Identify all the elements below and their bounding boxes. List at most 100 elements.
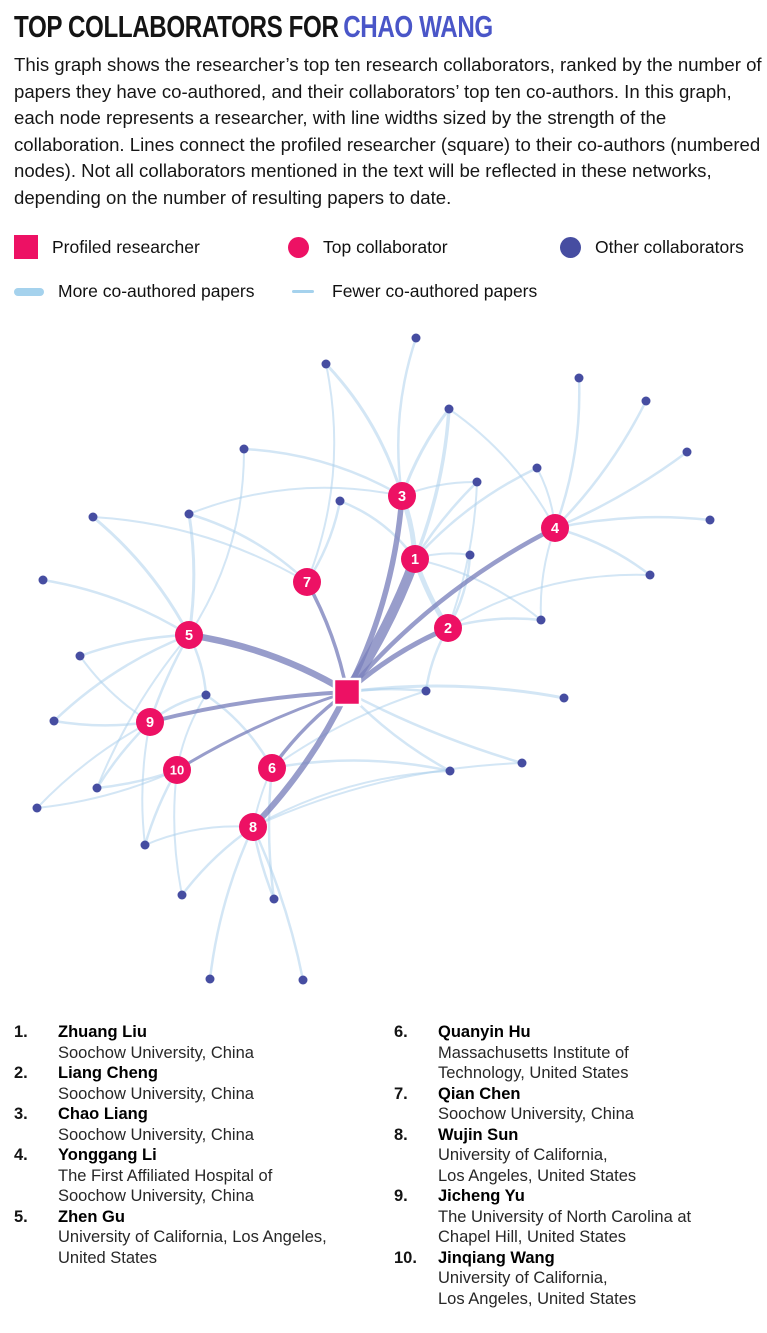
other-collaborator-node — [88, 512, 98, 522]
collaboration-edge — [345, 690, 524, 765]
top-collaborator-circle — [541, 514, 569, 542]
other-collaborator-node — [75, 651, 85, 661]
collaborator-affiliation: University of California, Los Angeles, U… — [438, 1269, 637, 1308]
collaborator-list: 1. Zhuang Liu Soochow University, China 2. L… — [0, 996, 767, 1309]
top-collaborator-circle — [388, 482, 416, 510]
profiled-researcher-node — [332, 677, 362, 707]
rank-number: 1. — [14, 1023, 28, 1041]
top-collaborator-node-6: 6 — [258, 754, 286, 782]
node-rank-label: 5 — [185, 628, 193, 644]
strong-collaboration-edge — [185, 631, 351, 696]
strong-collaboration-edge — [175, 690, 349, 772]
other-collaborator-node — [705, 515, 715, 525]
other-collaborator-node — [205, 974, 215, 984]
legend-label: Top collaborator — [323, 236, 448, 257]
collaboration-edge — [78, 633, 191, 658]
collaboration-edge — [553, 450, 689, 530]
top-collaborator-circle — [239, 813, 267, 841]
list-item: 5. Zhen Gu University of California, Los A… — [14, 1207, 394, 1269]
collaboration-edge — [413, 407, 451, 561]
rank-number: 9. — [394, 1187, 408, 1205]
other-collaborator-node — [92, 783, 102, 793]
other-collaborator-node — [298, 975, 308, 985]
other-collaborator-node — [239, 444, 249, 454]
title-prefix: TOP COLLABORATORS FOR — [14, 9, 339, 44]
collaborator-name: Quanyin Hu — [438, 1023, 531, 1041]
other-collaborator-node — [559, 693, 569, 703]
top-collaborator-node-9: 9 — [136, 708, 164, 736]
list-item: 2. Liang Cheng Soochow University, China — [14, 1063, 394, 1104]
legend: Profiled researcher Top collaborator Oth… — [0, 211, 767, 302]
legend-label: More co-authored papers — [58, 281, 255, 301]
collaboration-edge — [267, 766, 276, 901]
collaboration-edge — [92, 516, 308, 583]
legend-profiled-researcher: Profiled researcher — [14, 235, 288, 259]
other-collaborator-node — [177, 890, 187, 900]
collaboration-network-graph: 1 2 3 4 5 6 7 8 9 10 — [32, 333, 715, 985]
collaboration-edge — [187, 512, 309, 584]
other-collaborator-node — [574, 373, 584, 383]
collaborator-affiliation: Soochow University, China — [58, 1043, 254, 1062]
collaborator-affiliation: Massachusetts Institute of Technology, U… — [438, 1043, 629, 1083]
collaborator-list-right-column: 6. Quanyin Hu Massachusetts Institute of T… — [394, 1022, 753, 1309]
rank-number: 3. — [14, 1105, 28, 1123]
node-rank-label: 7 — [303, 575, 311, 591]
other-collaborator-node — [321, 359, 331, 369]
top-collaborator-circle — [136, 708, 164, 736]
collaboration-edge — [400, 407, 451, 498]
collaboration-edge — [41, 578, 191, 637]
node-rank-label: 6 — [268, 761, 276, 777]
collaborator-list-left-column: 1. Zhuang Liu Soochow University, China 2. L… — [14, 1022, 394, 1309]
top-collaborator-circle-icon — [288, 236, 309, 258]
node-rank-label: 10 — [170, 763, 184, 778]
collaboration-edge — [36, 721, 151, 809]
collaborator-name: Liang Cheng — [58, 1064, 158, 1082]
other-collaborator-node — [641, 396, 651, 406]
collaborator-affiliation: Soochow University, China — [58, 1084, 254, 1103]
top-collaborator-circle — [401, 545, 429, 573]
collaboration-edge — [448, 408, 556, 529]
list-item: 7. Qian Chen Soochow University, China — [394, 1084, 753, 1125]
collaborator-name: Wujin Sun — [438, 1125, 519, 1144]
collaboration-edge — [91, 515, 191, 637]
node-rank-label: 1 — [411, 552, 419, 568]
collaboration-edge — [553, 515, 712, 530]
page-title: TOP COLLABORATORS FOR CHAO WANG — [14, 10, 753, 44]
collaborator-name: Jicheng Yu — [438, 1187, 525, 1205]
legend-more-papers: More co-authored papers — [14, 281, 288, 302]
collaboration-edge — [447, 573, 651, 629]
collaboration-edge — [144, 825, 254, 846]
legend-row-lines: More co-authored papers Fewer co-authore… — [14, 281, 753, 302]
list-item: 1. Zhuang Liu Soochow University, China — [14, 1022, 394, 1063]
collaboration-edge — [345, 684, 566, 700]
top-collaborator-circle — [175, 621, 203, 649]
list-item: 4. Yonggang Li The First Affiliated Hospit… — [14, 1145, 394, 1207]
node-rank-label: 4 — [551, 521, 559, 537]
other-collaborator-node — [184, 509, 194, 519]
other-collaborator-node — [536, 615, 546, 625]
rank-number: 10. — [394, 1248, 417, 1267]
top-collaborator-node-5: 5 — [175, 621, 203, 649]
collaborator-name: Chao Liang — [58, 1105, 148, 1123]
legend-label: Fewer co-authored papers — [332, 281, 538, 301]
other-collaborator-node — [445, 766, 455, 776]
top-collaborator-node-3: 3 — [388, 482, 416, 510]
top-collaborator-node-8: 8 — [239, 813, 267, 841]
top-collaborator-node-2: 2 — [434, 614, 462, 642]
node-rank-label: 9 — [146, 715, 154, 731]
rank-number: 8. — [394, 1125, 408, 1144]
profiled-researcher-name: CHAO WANG — [343, 9, 493, 44]
collaborator-name: Qian Chen — [438, 1084, 521, 1103]
thick-line-icon — [14, 287, 44, 296]
legend-fewer-papers: Fewer co-authored papers — [288, 281, 537, 302]
list-item: 8. Wujin Sun University of California, Los… — [394, 1125, 753, 1187]
other-collaborator-node — [444, 404, 454, 414]
strong-collaboration-edge — [344, 525, 558, 695]
collaborator-affiliation: The University of North Carolina at Chap… — [438, 1207, 692, 1247]
collaboration-edge — [553, 399, 648, 530]
collaborator-affiliation: Soochow University, China — [58, 1125, 254, 1144]
top-collaborator-circle — [163, 756, 191, 784]
other-collaborator-node — [201, 690, 211, 700]
node-rank-label: 2 — [444, 621, 452, 637]
